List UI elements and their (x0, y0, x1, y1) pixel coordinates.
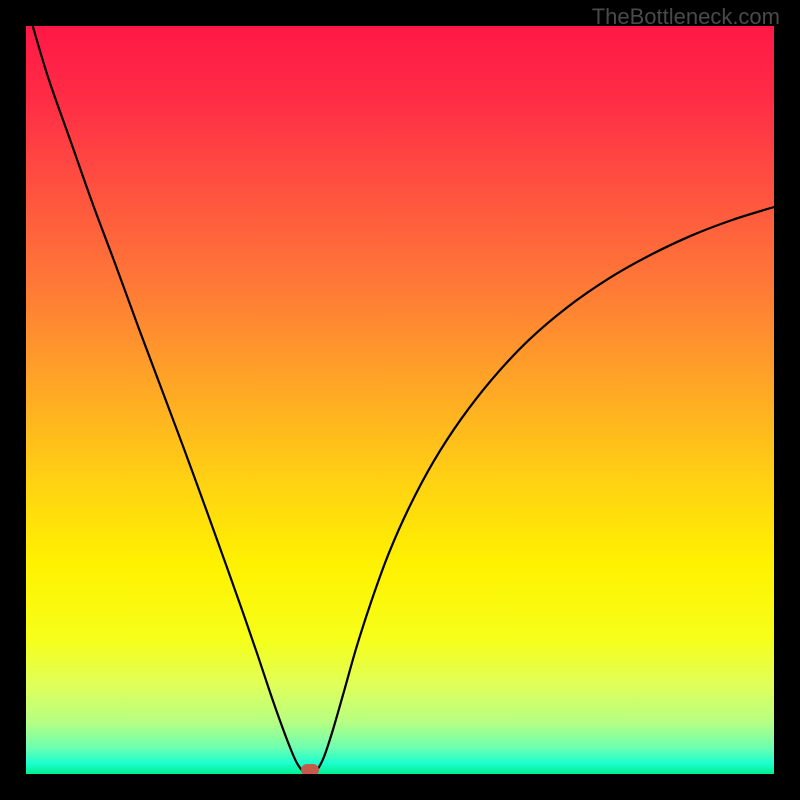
bottleneck-curve (26, 26, 774, 774)
plot-area (26, 26, 774, 774)
watermark-text: TheBottleneck.com (592, 4, 780, 30)
optimal-point-marker (301, 764, 319, 774)
